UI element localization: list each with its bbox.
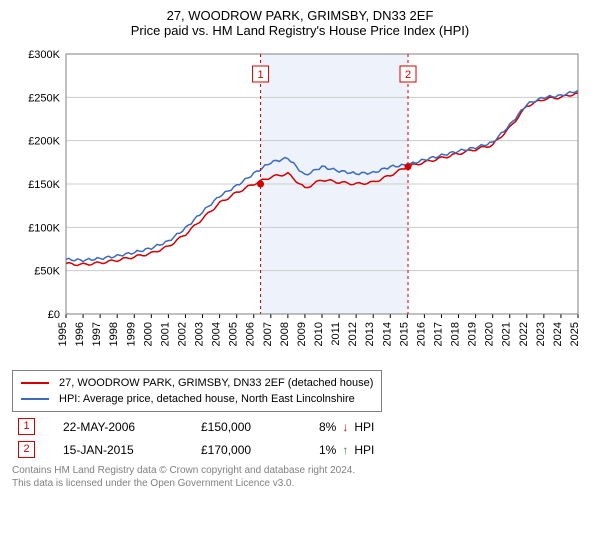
svg-text:2010: 2010 xyxy=(313,322,325,346)
svg-text:2001: 2001 xyxy=(159,322,171,346)
transaction-change: 8% ↓ HPI xyxy=(319,420,374,434)
svg-text:2016: 2016 xyxy=(415,322,427,346)
svg-text:1997: 1997 xyxy=(91,322,103,346)
svg-text:2012: 2012 xyxy=(347,322,359,346)
transaction-price: £170,000 xyxy=(201,443,291,457)
svg-text:2014: 2014 xyxy=(381,322,393,346)
svg-text:2000: 2000 xyxy=(142,322,154,346)
transaction-date: 22-MAY-2006 xyxy=(63,420,173,434)
svg-text:£200K: £200K xyxy=(28,136,60,148)
svg-text:£300K: £300K xyxy=(28,49,60,61)
svg-text:2022: 2022 xyxy=(518,322,530,346)
svg-text:2008: 2008 xyxy=(279,322,291,346)
svg-text:2025: 2025 xyxy=(569,322,581,346)
transaction-date: 15-JAN-2015 xyxy=(63,443,173,457)
svg-text:2009: 2009 xyxy=(296,322,308,346)
svg-text:2013: 2013 xyxy=(364,322,376,346)
svg-text:2021: 2021 xyxy=(501,322,513,346)
svg-text:£250K: £250K xyxy=(28,92,60,104)
legend-swatch xyxy=(21,382,49,384)
svg-text:2005: 2005 xyxy=(228,322,240,346)
transaction-row: 1 22-MAY-2006 £150,000 8% ↓ HPI xyxy=(12,418,588,435)
change-label: HPI xyxy=(354,420,374,434)
plot-area: £0 £50K £100K £150K £200K £250K £300K 1995 1996 1… xyxy=(12,44,588,364)
transaction-list: 1 22-MAY-2006 £150,000 8% ↓ HPI 2 15-JAN-2015 £1… xyxy=(12,418,588,458)
change-percent: 1% xyxy=(319,443,336,457)
svg-text:2018: 2018 xyxy=(450,322,462,346)
chart-subtitle: Price paid vs. HM Land Registry's House … xyxy=(12,23,588,38)
svg-text:2019: 2019 xyxy=(467,322,479,346)
svg-text:£0: £0 xyxy=(48,309,60,321)
transaction-marker: 2 xyxy=(18,441,35,458)
svg-text:2004: 2004 xyxy=(211,322,223,346)
svg-text:2020: 2020 xyxy=(484,322,496,346)
svg-text:£150K: £150K xyxy=(28,179,60,191)
svg-text:2006: 2006 xyxy=(245,322,257,346)
svg-text:2023: 2023 xyxy=(535,322,547,346)
svg-text:2011: 2011 xyxy=(330,322,342,346)
arrow-up-icon: ↑ xyxy=(342,443,348,457)
svg-text:2: 2 xyxy=(405,69,411,81)
legend: 27, WOODROW PARK, GRIMSBY, DN33 2EF (det… xyxy=(12,370,382,412)
legend-swatch xyxy=(21,398,49,400)
svg-text:2007: 2007 xyxy=(262,322,274,346)
transaction-change: 1% ↑ HPI xyxy=(319,443,374,457)
chart-title: 27, WOODROW PARK, GRIMSBY, DN33 2EF xyxy=(12,8,588,23)
transaction-price: £150,000 xyxy=(201,420,291,434)
transaction-row: 2 15-JAN-2015 £170,000 1% ↑ HPI xyxy=(12,441,588,458)
svg-text:2017: 2017 xyxy=(432,322,444,346)
svg-text:1999: 1999 xyxy=(125,322,137,346)
svg-text:2002: 2002 xyxy=(176,322,188,346)
svg-text:£100K: £100K xyxy=(28,222,60,234)
svg-text:2003: 2003 xyxy=(194,322,206,346)
legend-label: 27, WOODROW PARK, GRIMSBY, DN33 2EF (det… xyxy=(59,377,373,389)
svg-text:1995: 1995 xyxy=(57,322,69,346)
transaction-marker: 1 xyxy=(18,418,35,435)
svg-text:1: 1 xyxy=(257,69,263,81)
chart-container: 27, WOODROW PARK, GRIMSBY, DN33 2EF Pric… xyxy=(0,0,600,502)
legend-label: HPI: Average price, detached house, Nort… xyxy=(59,393,355,405)
svg-text:2015: 2015 xyxy=(398,322,410,346)
footer-attribution: Contains HM Land Registry data © Crown c… xyxy=(12,464,588,490)
footer-line2: This data is licensed under the Open Gov… xyxy=(12,477,588,490)
arrow-down-icon: ↓ xyxy=(342,420,348,434)
svg-text:£50K: £50K xyxy=(34,266,60,278)
svg-text:1998: 1998 xyxy=(108,322,120,346)
footer-line1: Contains HM Land Registry data © Crown c… xyxy=(12,464,588,477)
svg-text:2024: 2024 xyxy=(552,322,564,346)
legend-item: HPI: Average price, detached house, Nort… xyxy=(21,391,373,407)
legend-item: 27, WOODROW PARK, GRIMSBY, DN33 2EF (det… xyxy=(21,375,373,391)
change-label: HPI xyxy=(354,443,374,457)
change-percent: 8% xyxy=(319,420,336,434)
svg-text:1996: 1996 xyxy=(74,322,86,346)
line-chart: £0 £50K £100K £150K £200K £250K £300K 1995 1996 1… xyxy=(12,44,588,364)
